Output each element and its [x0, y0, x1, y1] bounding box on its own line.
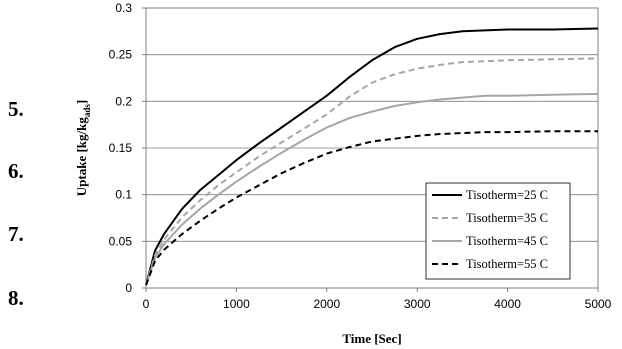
legend-label-3: Tisotherm=45 C [466, 234, 548, 248]
x-tick-label-5: 5000 [585, 297, 612, 311]
legend-label-2: Tisotherm=35 C [466, 211, 548, 225]
y-axis-title: Uptake [kg/kgads] [74, 100, 92, 196]
series-lines [145, 27, 599, 286]
side-number-8: 8. [8, 286, 24, 310]
x-tick-label-3: 3000 [404, 297, 431, 311]
y-tick-label-3: 0.15 [109, 141, 133, 155]
series-line-1 [145, 27, 599, 286]
x-tick-label-0: 0 [143, 297, 150, 311]
y-axis-title-end: ] [74, 100, 89, 104]
y-axis-title-main: Uptake [kg/kg [74, 117, 89, 197]
x-axis-ticks: 0 1000 2000 3000 4000 5000 [143, 288, 612, 311]
y-axis-title-sub: ads [82, 104, 92, 118]
y-tick-label-0: 0 [125, 281, 132, 295]
series-line-4 [145, 130, 598, 286]
y-tick-label-5: 0.25 [109, 48, 133, 62]
side-number-labels: 5. 6. 7. 8. [8, 97, 24, 310]
x-tick-label-1: 1000 [223, 297, 250, 311]
side-number-7: 7. [8, 222, 24, 246]
legend-label-4: Tisotherm=55 C [466, 257, 548, 271]
y-tick-label-6: 0.3 [115, 1, 132, 15]
x-tick-label-2: 2000 [313, 297, 340, 311]
series-line-3 [145, 92, 599, 286]
y-tick-label-2: 0.1 [115, 188, 132, 202]
side-number-6: 6. [8, 159, 24, 183]
x-tick-label-4: 4000 [494, 297, 521, 311]
legend: Tisotherm=25 C Tisotherm=35 C Tisotherm=45… [425, 182, 571, 280]
y-tick-label-1: 0.05 [109, 234, 133, 248]
legend-box [425, 182, 571, 280]
y-tick-label-4: 0.2 [115, 94, 132, 108]
side-number-5: 5. [8, 97, 24, 121]
y-axis-ticks: 0 0.05 0.1 0.15 0.2 0.25 0.3 [109, 1, 146, 295]
x-axis-title: Time [Sec] [342, 331, 401, 346]
legend-label-1: Tisotherm=25 C [466, 188, 548, 202]
